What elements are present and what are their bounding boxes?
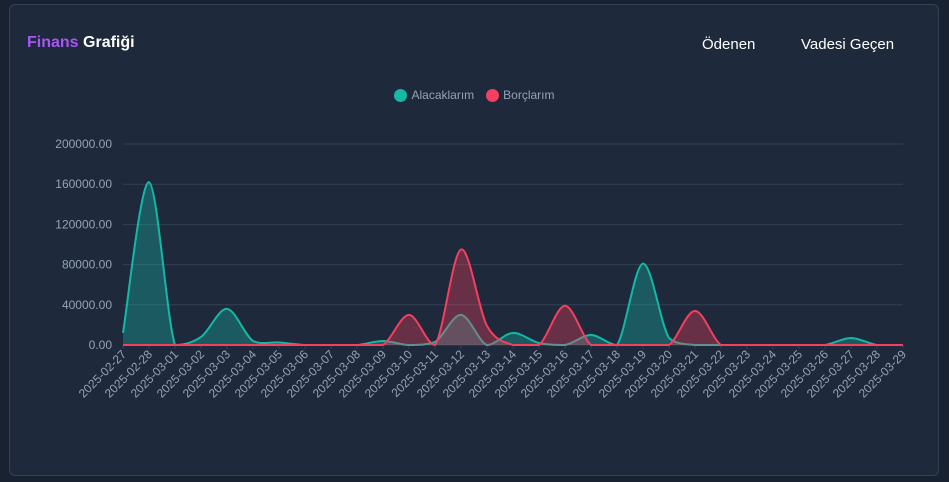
debts-swatch-icon xyxy=(486,88,500,102)
series-line-receivables xyxy=(122,181,903,347)
y-tick-label: 120000.00 xyxy=(55,217,112,231)
series-area-receivables xyxy=(123,182,903,345)
title-accent: Finans xyxy=(27,34,79,51)
y-tick-label: 40000.00 xyxy=(62,298,112,312)
legend-label-debts: Borçlarım xyxy=(503,88,555,102)
series-line-debts xyxy=(122,248,903,347)
y-tick-label: 200000.00 xyxy=(55,137,112,151)
legend-item-receivables[interactable]: Alacaklarım xyxy=(394,88,474,102)
finance-chart-card xyxy=(9,4,939,476)
y-tick-label: 160000.00 xyxy=(55,177,112,191)
chart-legend: Alacaklarım Borçlarım xyxy=(0,88,949,102)
title-rest: Grafiği xyxy=(83,34,135,51)
receivables-swatch-icon xyxy=(394,88,408,102)
y-tick-label: 80000.00 xyxy=(62,258,112,272)
overdue-tab-button[interactable]: Vadesi Geçen xyxy=(801,36,895,53)
legend-label-receivables: Alacaklarım xyxy=(411,88,475,102)
paid-tab-button[interactable]: Ödenen xyxy=(702,36,756,53)
y-tick-label: 0.00 xyxy=(89,338,113,352)
chart-title: Finans Grafiği xyxy=(27,34,135,52)
legend-item-debts[interactable]: Borçlarım xyxy=(486,88,555,102)
